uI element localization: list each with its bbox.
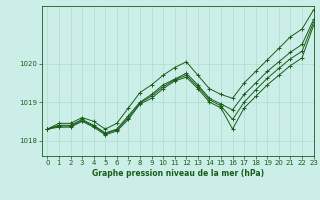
X-axis label: Graphe pression niveau de la mer (hPa): Graphe pression niveau de la mer (hPa) bbox=[92, 169, 264, 178]
